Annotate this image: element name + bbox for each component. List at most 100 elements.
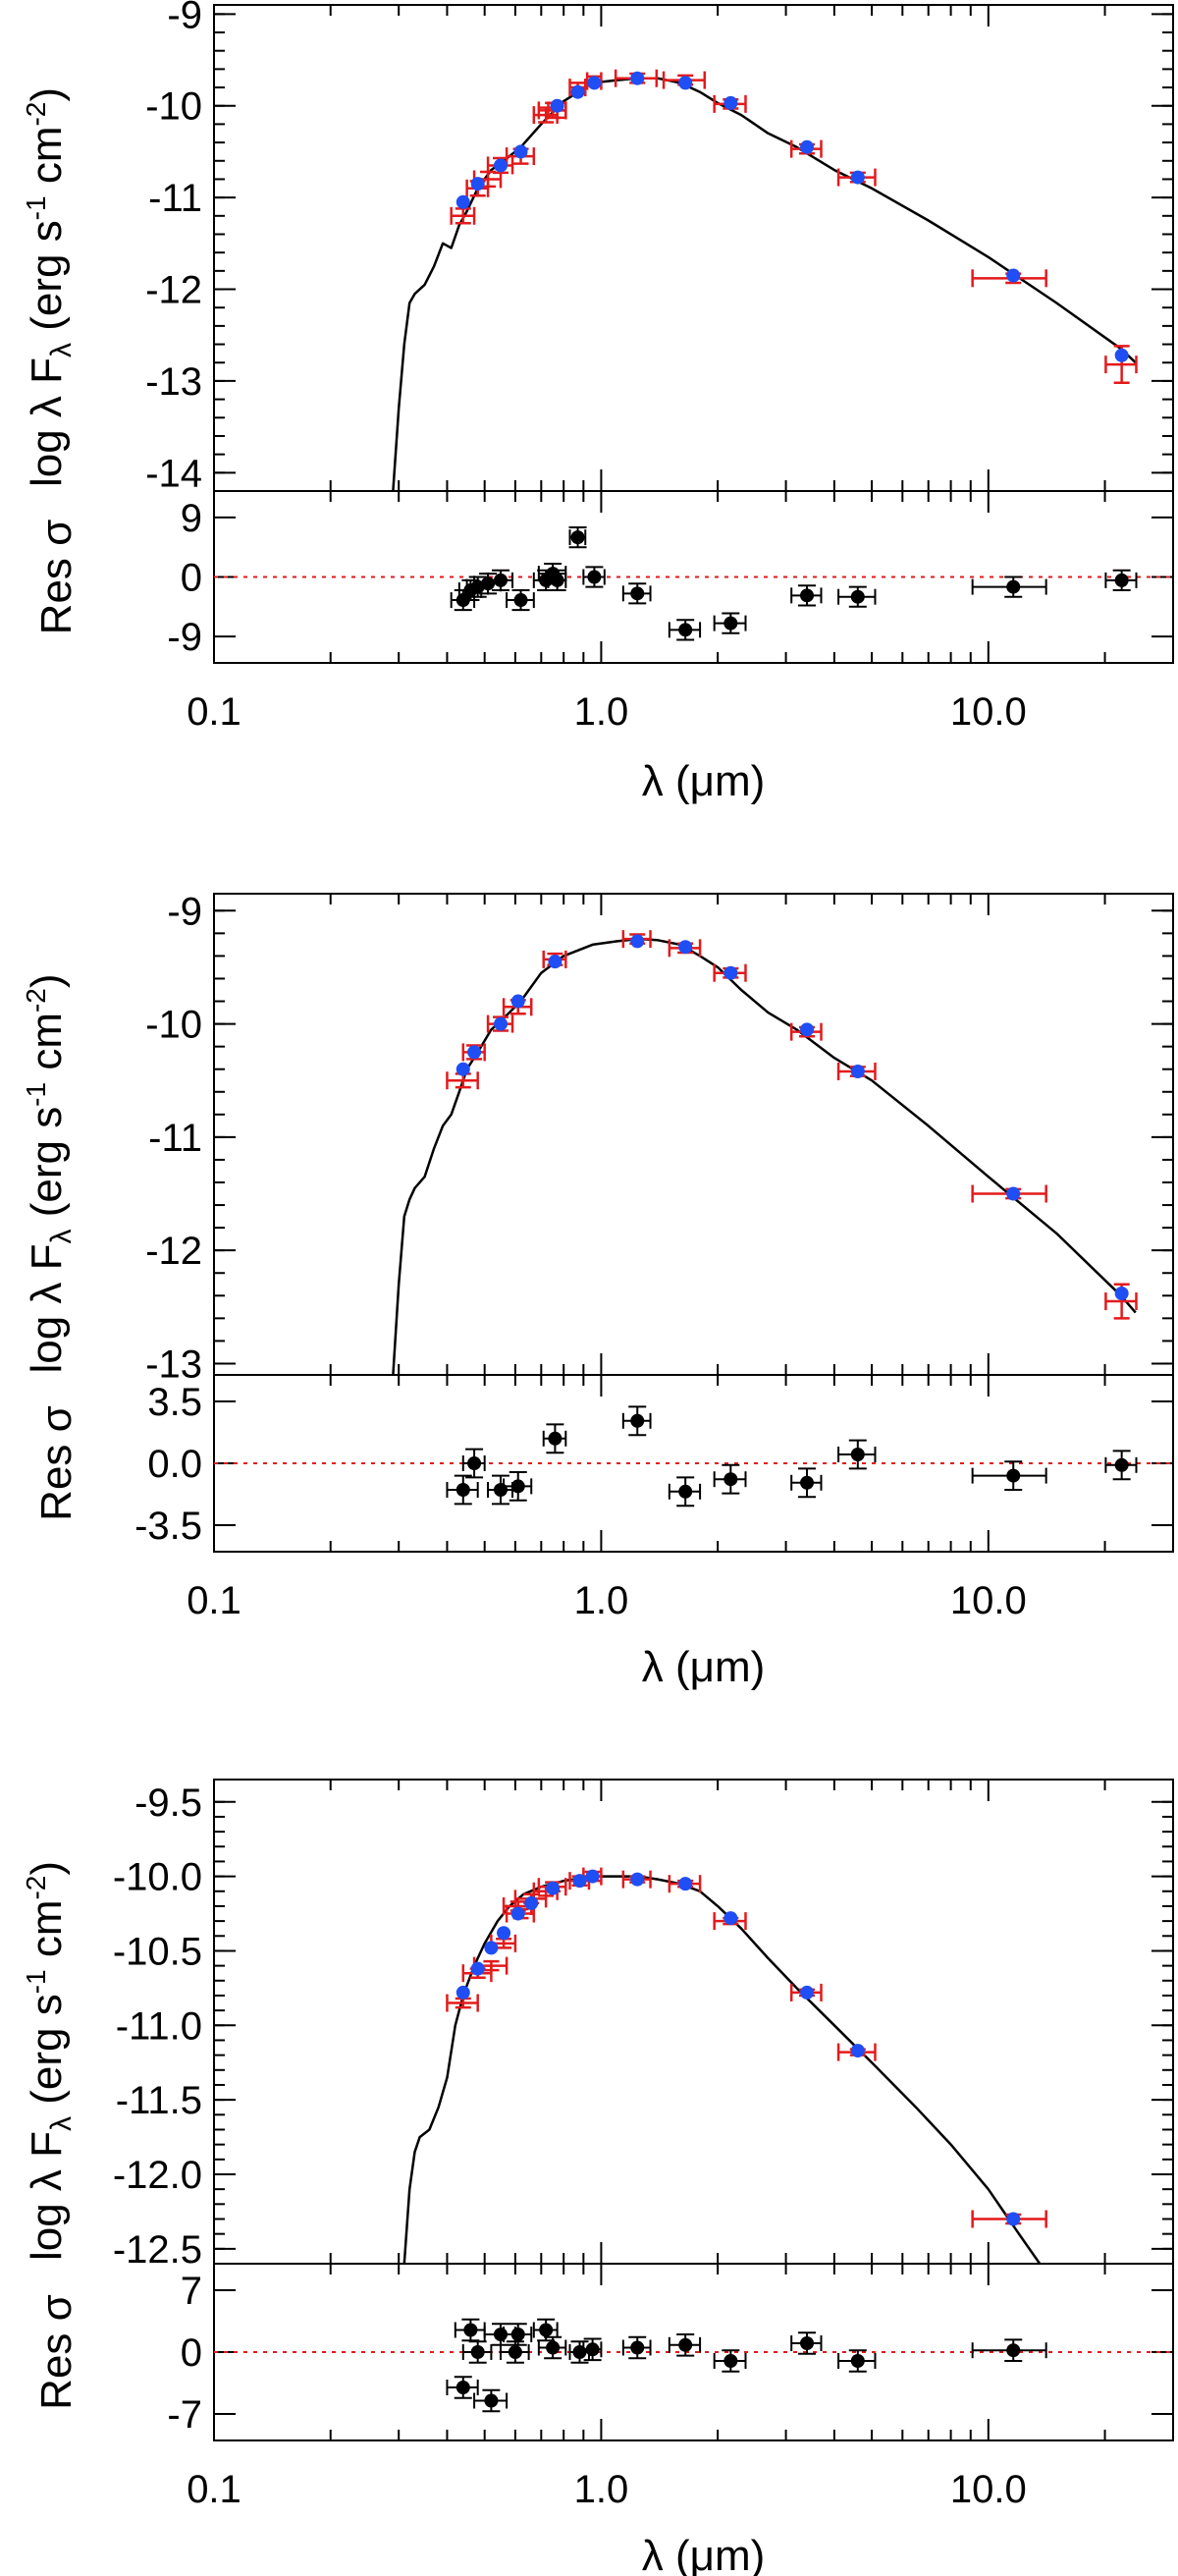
sed-y-tick-label: -12.5 bbox=[113, 2228, 202, 2272]
residual-point bbox=[454, 2318, 486, 2342]
res-marker bbox=[548, 1431, 562, 1446]
sed-y-tick-label: -10 bbox=[145, 85, 202, 129]
model-flux-point bbox=[497, 1926, 511, 1941]
model-flux-point bbox=[800, 1022, 815, 1037]
x-axis-label: λ (μm) bbox=[642, 2532, 766, 2576]
model-flux-point bbox=[467, 1045, 482, 1060]
res-y-tick-label: 3.5 bbox=[147, 1381, 202, 1424]
sed-y-tick-label: -11.0 bbox=[116, 2004, 202, 2048]
model-flux-point bbox=[630, 934, 645, 949]
res-marker bbox=[455, 2381, 470, 2394]
res-marker bbox=[585, 2342, 600, 2357]
x-tick-marks bbox=[213, 1780, 1174, 2440]
sed-y-tick-label: -11 bbox=[148, 177, 202, 220]
residual-point bbox=[487, 569, 514, 591]
model-flux-point bbox=[455, 1985, 470, 2000]
residual-point bbox=[713, 1463, 747, 1495]
res-marker bbox=[800, 1475, 815, 1490]
res-marker bbox=[850, 589, 865, 604]
sed-y-tick-label: -10.0 bbox=[113, 1856, 202, 1899]
res-marker bbox=[723, 2354, 738, 2368]
model-flux-point bbox=[630, 1872, 645, 1887]
res-marker bbox=[1114, 1457, 1129, 1472]
model-flux-point bbox=[484, 1941, 499, 1955]
model-flux-point bbox=[1006, 2212, 1021, 2226]
model-flux-point bbox=[470, 177, 485, 192]
model-flux-point bbox=[630, 71, 645, 85]
res-marker bbox=[546, 2340, 561, 2355]
residual-point bbox=[446, 2376, 479, 2399]
residual-point bbox=[668, 2333, 702, 2357]
model-flux-point bbox=[572, 1874, 587, 1889]
res-y-tick-label: -7 bbox=[167, 2393, 202, 2437]
residual-point bbox=[500, 2340, 530, 2364]
residual-point bbox=[621, 582, 652, 605]
model-curve-group bbox=[392, 69, 1138, 491]
res-marker bbox=[800, 2336, 815, 2350]
res-y-tick-label: 9 bbox=[181, 497, 202, 540]
res-y-axis-label: Res σ bbox=[32, 520, 80, 635]
sed-plot-frame bbox=[213, 893, 1174, 1376]
x-tick-label: 1.0 bbox=[574, 690, 629, 734]
res-marker bbox=[850, 2354, 865, 2368]
sed-panel-2: 0.1 1.0 10.0 λ (μm) -9 -10 -11 -12 -13 log λ Fλ (… bbox=[21, 890, 1174, 1691]
residual-point bbox=[582, 566, 606, 588]
residual-point bbox=[1104, 569, 1138, 591]
res-marker bbox=[630, 586, 645, 601]
res-marker bbox=[800, 588, 815, 603]
residual-point bbox=[971, 1460, 1047, 1491]
res-marker bbox=[463, 2323, 478, 2337]
model-flux-point bbox=[1114, 1286, 1129, 1300]
res-y-axis-label: Res σ bbox=[32, 2294, 80, 2410]
res-marker bbox=[467, 1456, 482, 1470]
res-marker bbox=[850, 1448, 865, 1461]
sed-y-tick-label: -13 bbox=[145, 1343, 202, 1386]
res-marker bbox=[510, 2328, 525, 2341]
model-flux-point bbox=[587, 76, 602, 90]
sed-y-axis-label: log λ Fλ (erg s-1 cm-2) bbox=[21, 1861, 78, 2261]
model-flux-point bbox=[513, 144, 528, 159]
res-marker bbox=[1114, 573, 1129, 587]
residual-point bbox=[790, 2331, 823, 2355]
model-flux-point bbox=[585, 1869, 600, 1884]
observed-flux-point bbox=[450, 206, 476, 225]
model-flux-point bbox=[510, 1906, 525, 1921]
model-curve-group bbox=[402, 1867, 1047, 2264]
model-flux-point bbox=[494, 1016, 509, 1031]
residual-point bbox=[621, 2335, 652, 2360]
x-axis-label: λ (μm) bbox=[642, 757, 766, 805]
residual-point bbox=[971, 575, 1047, 598]
model-flux-point bbox=[510, 994, 525, 1009]
sed-y-tick-label: -11.5 bbox=[116, 2079, 202, 2122]
res-marker bbox=[630, 2340, 645, 2355]
residual-point bbox=[790, 584, 823, 607]
res-y-axis-label: Res σ bbox=[32, 1405, 80, 1521]
residual-point bbox=[547, 569, 567, 591]
model-flux-point bbox=[470, 1961, 485, 1976]
model-flux-point bbox=[550, 98, 564, 113]
res-marker bbox=[723, 1472, 738, 1487]
sed-y-tick-label: -9.5 bbox=[134, 1781, 202, 1825]
sed-panel-1: 0.1 1.0 10.0 λ (μm) -9 -10 -11 -12 -13 -14 log λ F… bbox=[21, 0, 1174, 805]
x-axis-label: λ (μm) bbox=[642, 1643, 766, 1691]
res-y-tick-label: 7 bbox=[181, 2270, 202, 2313]
res-marker bbox=[587, 570, 602, 584]
residual-point bbox=[487, 1474, 514, 1506]
model-flux-point bbox=[455, 194, 470, 209]
model-flux-point bbox=[1006, 268, 1021, 283]
sed-y-tick-label: -10 bbox=[145, 1004, 202, 1047]
residual-point bbox=[668, 1476, 702, 1507]
model-flux-point bbox=[1114, 348, 1129, 362]
residual-point bbox=[506, 588, 535, 612]
model-flux-point bbox=[570, 84, 585, 99]
residual-point bbox=[582, 2337, 603, 2362]
res-marker bbox=[1006, 2343, 1021, 2358]
res-marker bbox=[572, 2345, 587, 2359]
residual-point bbox=[1104, 1450, 1138, 1481]
residual-point bbox=[532, 2318, 559, 2342]
sed-y-tick-label: -9 bbox=[167, 0, 202, 36]
res-marker bbox=[455, 1483, 470, 1497]
residual-point bbox=[473, 2388, 509, 2413]
residual-point bbox=[837, 2349, 877, 2373]
sed-y-tick-label: -11 bbox=[148, 1117, 202, 1160]
